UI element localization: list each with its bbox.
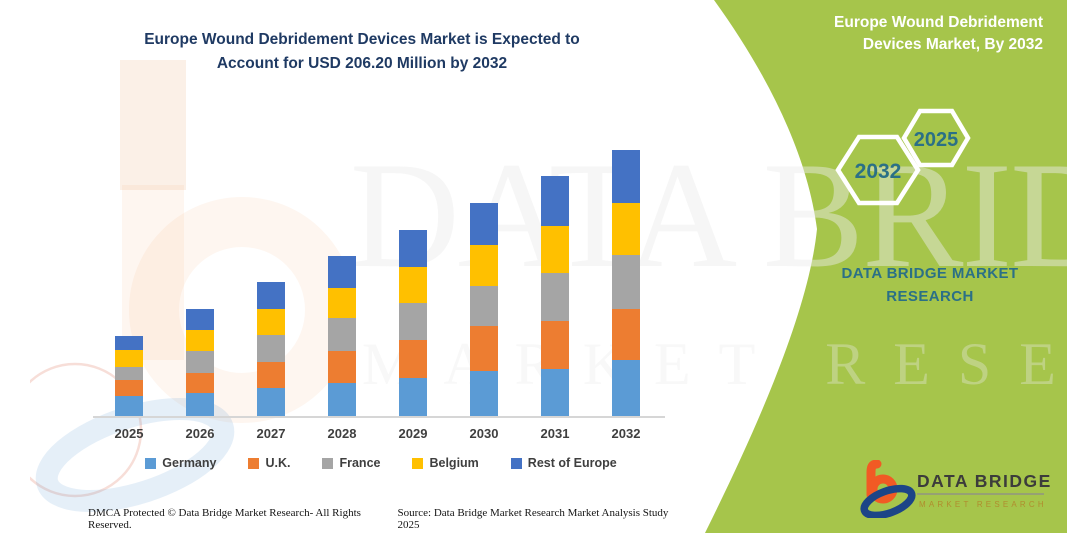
legend-label: U.K. bbox=[265, 456, 291, 470]
bar-segment-rest-of-europe bbox=[257, 281, 285, 310]
bar-segment-rest-of-europe bbox=[541, 175, 569, 226]
stacked-bar-2032 bbox=[612, 150, 640, 416]
legend-label: Belgium bbox=[429, 456, 479, 470]
legend-item-france: France bbox=[322, 456, 380, 470]
bar-segment-belgium bbox=[115, 350, 143, 368]
bar-segment-france bbox=[541, 272, 569, 322]
logo-swoosh-icon bbox=[860, 484, 916, 518]
bar-segment-germany bbox=[257, 387, 285, 416]
bar-segment-belgium bbox=[541, 225, 569, 273]
right-panel-heading: Europe Wound Debridement Devices Market,… bbox=[743, 12, 1043, 57]
x-axis-label-2030: 2030 bbox=[469, 426, 499, 441]
legend-swatch-icon bbox=[412, 457, 424, 469]
bar-segment-belgium bbox=[612, 202, 640, 256]
bar-segment-germany bbox=[612, 360, 640, 416]
brand-name-text: DATA BRIDGE MARKET RESEARCH bbox=[805, 262, 1055, 309]
bar-segment-rest-of-europe bbox=[470, 202, 498, 246]
bar-segment-germany bbox=[328, 382, 356, 416]
bar-segment-rest-of-europe bbox=[186, 309, 214, 331]
bar-segment-rest-of-europe bbox=[115, 336, 143, 351]
bar-segment-u-k- bbox=[257, 362, 285, 388]
hexagon-2032-label: 2032 bbox=[855, 160, 902, 183]
chart-legend: Germany U.K. France Belgium Rest of Europe bbox=[95, 456, 667, 470]
brand-name-line2: RESEARCH bbox=[886, 288, 974, 306]
databridge-logo: DATA BRIDGE MARKET RESEARCH bbox=[860, 460, 1050, 518]
green-band-shape bbox=[705, 0, 1067, 533]
x-axis-label-2028: 2028 bbox=[327, 426, 357, 441]
stacked-bar-2026 bbox=[186, 309, 214, 416]
x-axis-label-2031: 2031 bbox=[540, 426, 570, 441]
legend-swatch-icon bbox=[248, 457, 260, 469]
x-axis-label-2032: 2032 bbox=[611, 426, 641, 441]
bar-segment-germany bbox=[541, 369, 569, 416]
bar-segment-u-k- bbox=[328, 351, 356, 383]
legend-label: Rest of Europe bbox=[527, 456, 617, 470]
bar-segment-u-k- bbox=[115, 380, 143, 397]
bar-segment-rest-of-europe bbox=[399, 229, 427, 267]
stacked-bar-2025 bbox=[115, 336, 143, 416]
bar-segment-rest-of-europe bbox=[612, 150, 640, 203]
bar-segment-u-k- bbox=[470, 326, 498, 372]
chart-title-line1: Europe Wound Debridement Devices Market … bbox=[144, 31, 580, 48]
legend-item-germany: Germany bbox=[145, 456, 216, 470]
bar-segment-belgium bbox=[186, 330, 214, 352]
forecast-hexagons: 2032 2025 bbox=[835, 108, 971, 206]
stacked-bar-2028 bbox=[328, 256, 356, 416]
bar-segment-germany bbox=[399, 378, 427, 416]
footer-dmca-text: DMCA Protected © Data Bridge Market Rese… bbox=[88, 507, 361, 531]
bar-segment-u-k- bbox=[612, 309, 640, 361]
bar-segment-belgium bbox=[399, 266, 427, 304]
stacked-bar-2031 bbox=[541, 175, 569, 416]
bar-segment-france bbox=[328, 317, 356, 352]
right-panel-heading-line1: Europe Wound Debridement bbox=[834, 14, 1043, 31]
bar-segment-france bbox=[470, 286, 498, 327]
hexagon-2025-outline bbox=[901, 108, 971, 168]
legend-item-belgium: Belgium bbox=[412, 456, 479, 470]
bar-segment-france bbox=[612, 255, 640, 310]
bar-segment-rest-of-europe bbox=[328, 256, 356, 288]
brand-name-line1: DATA BRIDGE MARKET bbox=[841, 265, 1019, 282]
x-axis-line bbox=[93, 416, 665, 418]
chart-title: Europe Wound Debridement Devices Market … bbox=[62, 28, 662, 76]
bar-segment-germany bbox=[186, 392, 214, 416]
bar-segment-u-k- bbox=[186, 372, 214, 393]
bar-segment-belgium bbox=[470, 245, 498, 287]
bar-segment-france bbox=[186, 351, 214, 373]
hexagon-2032-outline bbox=[835, 134, 921, 206]
x-axis-label-2029: 2029 bbox=[398, 426, 428, 441]
bar-segment-germany bbox=[115, 396, 143, 416]
bar-segment-u-k- bbox=[541, 321, 569, 370]
bar-segment-france bbox=[115, 367, 143, 381]
logo-b-stem-icon bbox=[866, 460, 882, 500]
x-axis-label-2027: 2027 bbox=[256, 426, 286, 441]
stacked-bar-2027 bbox=[257, 281, 285, 416]
legend-swatch-icon bbox=[510, 457, 522, 469]
legend-label: France bbox=[339, 456, 381, 470]
right-panel-heading-line2: Devices Market, By 2032 bbox=[862, 36, 1043, 54]
footer: DMCA Protected © Data Bridge Market Rese… bbox=[88, 507, 688, 531]
legend-label: Germany bbox=[162, 456, 217, 470]
bar-segment-u-k- bbox=[399, 340, 427, 379]
bar-segment-france bbox=[399, 303, 427, 341]
bar-segment-germany bbox=[470, 371, 498, 416]
legend-item-rest-of-europe: Rest of Europe bbox=[510, 456, 617, 470]
logo-name-text: DATA BRIDGE bbox=[917, 471, 1050, 491]
footer-source-text: Source: Data Bridge Market Research Mark… bbox=[397, 507, 669, 531]
bar-segment-france bbox=[257, 335, 285, 362]
chart-title-line2: Account for USD 206.20 Million by 2032 bbox=[216, 55, 508, 73]
hexagon-2025-label: 2025 bbox=[914, 129, 959, 151]
stacked-bar-2029 bbox=[399, 229, 427, 416]
x-axis-label-2026: 2026 bbox=[185, 426, 215, 441]
bar-segment-belgium bbox=[328, 287, 356, 318]
x-axis-label-2025: 2025 bbox=[114, 426, 144, 441]
logo-subtitle-text: MARKET RESEARCH bbox=[919, 500, 1047, 509]
stacked-bar-2030 bbox=[470, 202, 498, 416]
legend-item-u-k-: U.K. bbox=[248, 456, 290, 470]
bar-segment-belgium bbox=[257, 309, 285, 336]
legend-swatch-icon bbox=[145, 457, 157, 469]
legend-swatch-icon bbox=[322, 457, 334, 469]
